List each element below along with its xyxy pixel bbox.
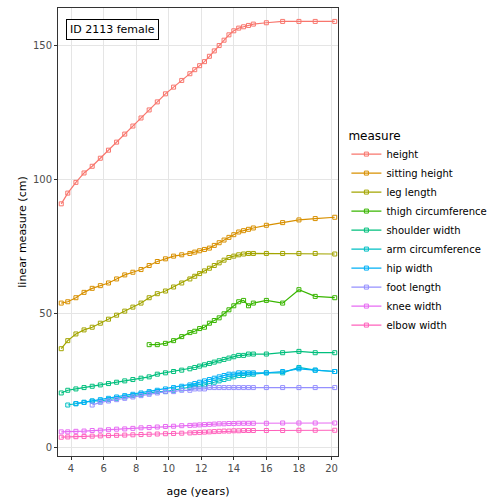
svg-text:hip width: hip width [386, 263, 432, 274]
svg-text:8: 8 [133, 463, 139, 474]
svg-text:20: 20 [325, 463, 338, 474]
svg-text:12: 12 [195, 463, 208, 474]
svg-text:shoulder width: shoulder width [386, 225, 460, 236]
svg-text:sitting height: sitting height [386, 168, 452, 179]
svg-text:measure: measure [348, 129, 400, 143]
svg-text:150: 150 [33, 40, 52, 51]
svg-text:50: 50 [39, 308, 52, 319]
svg-text:arm circumference: arm circumference [386, 244, 480, 255]
svg-text:4: 4 [68, 463, 74, 474]
svg-text:100: 100 [33, 174, 52, 185]
svg-text:height: height [386, 149, 418, 160]
svg-text:thigh circumference: thigh circumference [386, 206, 486, 217]
svg-text:6: 6 [100, 463, 106, 474]
svg-text:linear measure (cm): linear measure (cm) [16, 176, 29, 287]
svg-text:14: 14 [227, 463, 240, 474]
svg-text:0: 0 [46, 442, 52, 453]
svg-text:knee width: knee width [386, 301, 441, 312]
svg-text:16: 16 [260, 463, 273, 474]
svg-text:leg length: leg length [386, 187, 436, 198]
svg-text:elbow width: elbow width [386, 320, 446, 331]
svg-text:18: 18 [293, 463, 306, 474]
svg-text:foot length: foot length [386, 282, 441, 293]
svg-text:ID 2113 female: ID 2113 female [70, 23, 155, 36]
svg-text:age (years): age (years) [167, 485, 230, 498]
svg-text:10: 10 [162, 463, 175, 474]
